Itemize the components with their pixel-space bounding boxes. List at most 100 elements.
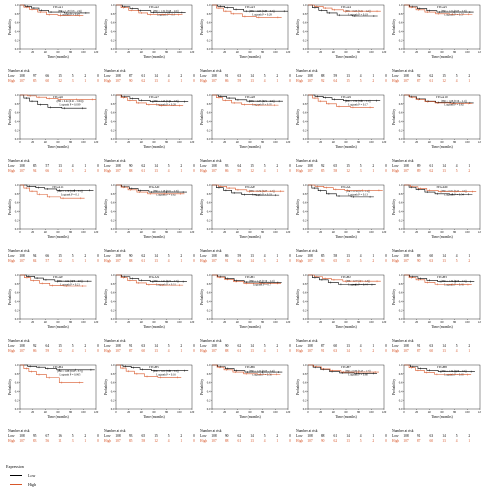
- risk-count: 108: [19, 434, 25, 438]
- x-tick-label: 100: [369, 320, 374, 324]
- risk-count: 58: [333, 169, 338, 173]
- y-tick-label: 0.2: [207, 218, 211, 222]
- logrank-p: Logrank P = 0.39: [444, 374, 464, 377]
- risk-count: 87: [416, 349, 421, 353]
- risk-table-title: Number at risk: [8, 159, 30, 163]
- risk-count: 14: [346, 349, 350, 353]
- risk-count: 0: [289, 169, 291, 173]
- x-axis-label: Time (months): [143, 235, 165, 239]
- risk-count: 93: [320, 259, 325, 263]
- logrank-p: Logrank P = 0.67: [60, 14, 80, 17]
- risk-count: 90: [128, 79, 133, 83]
- risk-count: 2: [180, 164, 183, 168]
- x-tick-label: 20: [415, 230, 419, 234]
- risk-row-label: High: [296, 259, 304, 263]
- risk-count: 4: [167, 349, 170, 353]
- risk-count: 2: [276, 164, 279, 168]
- risk-count: 87: [416, 439, 421, 443]
- risk-count: 12: [346, 169, 350, 173]
- y-axis-label: Probability: [8, 109, 12, 125]
- y-tick-label: 0.8: [15, 192, 19, 196]
- risk-count: 92: [320, 164, 325, 168]
- risk-count: 4: [263, 79, 266, 83]
- risk-count: 4: [167, 439, 170, 443]
- x-tick-label: 60: [345, 320, 349, 324]
- risk-table-title: Number at risk: [392, 249, 414, 253]
- panel-title: ITGAX: [149, 275, 160, 279]
- risk-count: 90: [224, 434, 229, 438]
- x-tick-label: 40: [44, 320, 48, 324]
- risk-count: 92: [320, 79, 325, 83]
- panel-title: ITGA9: [341, 95, 351, 99]
- risk-count: 67: [45, 434, 50, 438]
- risk-row-label: Low: [104, 74, 111, 78]
- km-plot: 0.0 0.2 0.4 0.6 0.8 1.0 0 20 40 60 80 100 120 Time (m…: [392, 183, 481, 239]
- survival-curve-high: [116, 364, 182, 378]
- x-axis-label: Time (months): [47, 325, 69, 329]
- y-tick-label: 0.4: [399, 300, 403, 304]
- risk-count: 90: [128, 164, 133, 168]
- survival-curve-low: [212, 4, 288, 12]
- x-tick-label: 40: [236, 410, 240, 414]
- risk-row-label: High: [104, 259, 112, 263]
- risk-count: 58: [141, 439, 146, 443]
- y-tick-label: 0.0: [15, 407, 19, 411]
- risk-row-label: High: [392, 349, 400, 353]
- panel-title: ITGAM: [436, 185, 447, 189]
- panel-title: ITGA2: [149, 5, 159, 9]
- x-tick-label: 120: [478, 50, 481, 54]
- x-tick-label: 80: [357, 140, 361, 144]
- risk-count: 1: [372, 169, 375, 173]
- y-tick-label: 0.4: [303, 210, 307, 214]
- risk-table-title: Number at risk: [296, 249, 318, 253]
- risk-count: 2: [276, 344, 279, 348]
- risk-count: 95: [32, 434, 37, 438]
- risk-count: 90: [128, 254, 133, 258]
- risk-count: 4: [263, 349, 266, 353]
- y-tick-label: 0.6: [303, 381, 307, 385]
- km-plot: 0.0 0.2 0.4 0.6 0.8 1.0 0 20 40 60 80 100 120 Time (m…: [104, 363, 195, 419]
- risk-count: 5: [359, 164, 362, 168]
- x-axis-label: Time (months): [335, 235, 357, 239]
- hazard-ratio: (HR = 1.32 (0.68 – 2.6)): [153, 10, 179, 13]
- logrank-p: Logrank P = 0.19: [348, 14, 368, 17]
- risk-count: 107: [211, 439, 217, 443]
- x-tick-label: 20: [223, 140, 227, 144]
- x-axis-label: Time (months): [335, 55, 357, 59]
- logrank-p: Logrank P = 0.44: [348, 284, 368, 287]
- x-axis-label: Time (months): [239, 55, 261, 59]
- x-tick-label: 0: [19, 320, 21, 324]
- logrank-p: Logrank P = 0.54: [444, 194, 464, 197]
- risk-count: 0: [289, 259, 291, 263]
- y-tick-label: 0.2: [111, 218, 115, 222]
- km-plot: 0.0 0.2 0.4 0.6 0.8 1.0 0 20 40 60 80 100 120 Time (m…: [296, 3, 387, 59]
- risk-count: 107: [403, 349, 409, 353]
- y-tick-label: 0.8: [15, 282, 19, 286]
- x-axis-label: Time (months): [239, 325, 261, 329]
- risk-count: 83: [32, 439, 37, 443]
- y-tick-label: 0.4: [111, 300, 115, 304]
- risk-count: 2: [468, 259, 471, 263]
- risk-count: 2: [84, 74, 87, 78]
- y-tick-label: 0.6: [111, 381, 115, 385]
- risk-count: 3: [359, 169, 362, 173]
- risk-count: 2: [468, 74, 471, 78]
- x-tick-label: 120: [478, 230, 481, 234]
- survival-curve-high: [308, 274, 381, 282]
- x-tick-label: 40: [44, 50, 48, 54]
- x-axis-label: Time (months): [335, 325, 357, 329]
- risk-count: 5: [71, 434, 74, 438]
- km-plot: 0.0 0.2 0.4 0.6 0.8 1.0 0 20 40 60 80 100 120 Time (m…: [392, 273, 481, 329]
- risk-table-title: Number at risk: [200, 159, 222, 163]
- risk-count: 63: [429, 259, 434, 263]
- risk-count: 2: [180, 344, 183, 348]
- survival-curve-high: [404, 184, 477, 192]
- risk-count: 90: [416, 259, 421, 263]
- risk-count: 85: [128, 439, 133, 443]
- risk-count: 5: [359, 349, 362, 353]
- risk-row-label: Low: [392, 434, 399, 438]
